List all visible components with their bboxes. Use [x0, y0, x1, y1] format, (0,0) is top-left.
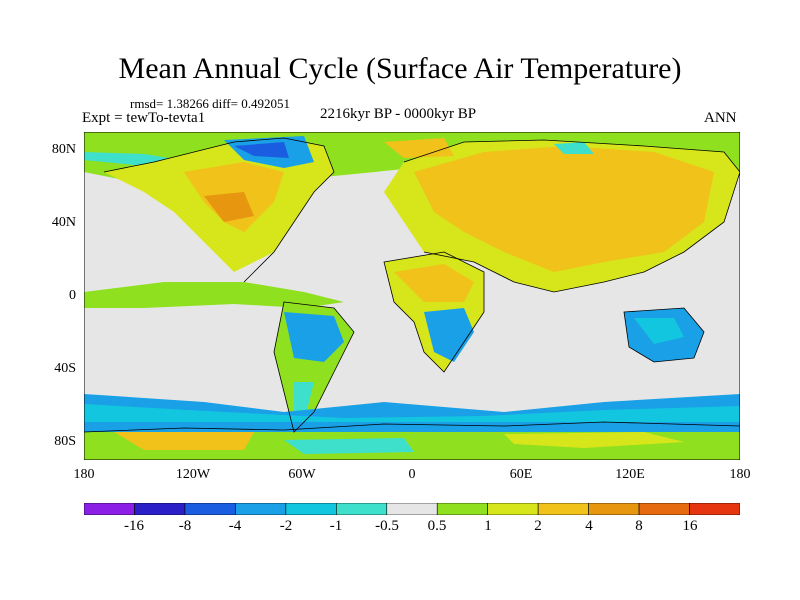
- colorbar-box: [285, 503, 337, 515]
- y-tick-0: 0: [69, 288, 76, 303]
- x-tick-0: 0: [408, 467, 416, 482]
- season-label: ANN: [704, 110, 737, 126]
- period-label: 2216kyr BP - 0000kyr BP: [320, 106, 477, 122]
- x-tick-180w: 180: [73, 467, 95, 482]
- y-tick-80s: 80S: [54, 434, 76, 449]
- colorbar-box: [689, 503, 740, 515]
- colorbar-box: [235, 503, 287, 515]
- stats-annotation: rmsd= 1.38266 diff= 0.492051: [130, 96, 290, 111]
- colorbar-box: [134, 503, 186, 515]
- colorbar-label: -1: [329, 518, 343, 534]
- colorbar-label: -4: [228, 518, 242, 534]
- colorbar-label: 8: [635, 518, 643, 534]
- colorbar-box: [436, 503, 488, 515]
- colorbar-label: 4: [585, 518, 593, 534]
- plot-title: Mean Annual Cycle (Surface Air Temperatu…: [118, 52, 682, 85]
- experiment-label: Expt = tewTo-tevta1: [82, 110, 206, 126]
- colorbar-label: -16: [124, 518, 144, 534]
- temperature-anomaly-map: [84, 132, 740, 460]
- x-tick-60w: 60W: [288, 467, 316, 482]
- colorbar-label: -0.5: [375, 518, 399, 534]
- y-tick-40n: 40N: [51, 215, 76, 230]
- x-tick-60e: 60E: [509, 467, 533, 482]
- colorbar-box: [487, 503, 539, 515]
- x-tick-120w: 120W: [175, 467, 211, 482]
- colorbar-box: [588, 503, 640, 515]
- colorbar-box: [386, 503, 438, 515]
- x-tick-120e: 120E: [615, 467, 645, 482]
- colorbar-label: 1: [484, 518, 492, 534]
- colorbar-label: 2: [534, 518, 542, 534]
- colorbar-box: [638, 503, 690, 515]
- colorbar-box: [84, 503, 135, 515]
- y-tick-80n: 80N: [51, 142, 76, 157]
- colorbar-box: [537, 503, 589, 515]
- colorbar-label: 16: [682, 518, 698, 534]
- colorbar-label: -8: [178, 518, 192, 534]
- colorbar-box: [336, 503, 388, 515]
- colorbar-label: -2: [279, 518, 293, 534]
- y-tick-40s: 40S: [54, 361, 76, 376]
- colorbar: [84, 503, 740, 515]
- x-tick-180e: 180: [729, 467, 751, 482]
- colorbar-label: 0.5: [427, 518, 447, 534]
- colorbar-box: [184, 503, 236, 515]
